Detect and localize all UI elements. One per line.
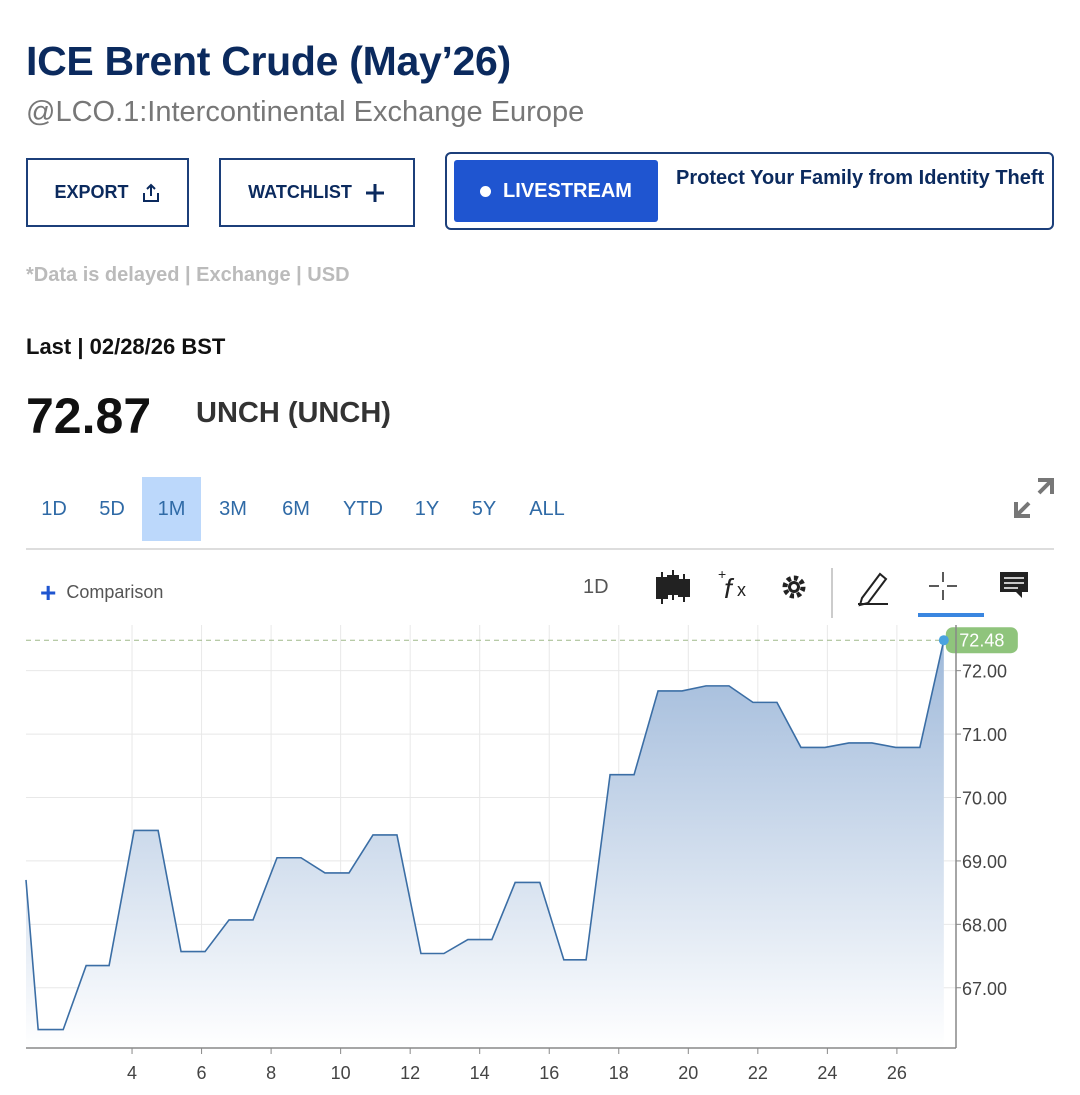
draw-icon[interactable] <box>858 572 888 607</box>
candles-icon[interactable] <box>656 570 690 604</box>
range-tab[interactable]: 5D <box>99 497 125 520</box>
x-tick-label: 4 <box>127 1063 137 1083</box>
crosshair-icon[interactable] <box>929 572 957 600</box>
ad-banner[interactable]: LIVESTREAM Protect Your Family from Iden… <box>445 152 1054 230</box>
price-line <box>25 640 945 1031</box>
x-tick-label: 16 <box>539 1063 559 1083</box>
comparison-button[interactable]: + Comparison <box>40 576 164 608</box>
export-button[interactable]: EXPORT <box>26 158 189 227</box>
subtitle: @LCO.1:Intercontinental Exchange Europe <box>26 96 585 128</box>
watchlist-button[interactable]: WATCHLIST <box>219 158 415 227</box>
y-tick-label: 72.00 <box>962 662 1007 682</box>
change: UNCH (UNCH) <box>196 397 391 429</box>
toolbar-icons: +f x <box>656 566 1028 618</box>
range-tab[interactable]: 1Y <box>414 497 440 520</box>
livestream-button[interactable]: LIVESTREAM <box>454 160 658 222</box>
range-tab[interactable]: 1M <box>142 477 201 541</box>
last-price-badge <box>945 627 1018 654</box>
ad-text: Protect Your Family from Identity Theft <box>676 167 1045 189</box>
comment-icon[interactable] <box>1000 572 1028 598</box>
last-price-label: 72.48 <box>959 631 1004 651</box>
range-tab[interactable]: 3M <box>219 497 247 520</box>
y-tick-label: 69.00 <box>962 852 1007 872</box>
last-point <box>938 635 949 646</box>
plus-icon <box>365 183 384 202</box>
last-label: Last | 02/28/26 BST <box>26 334 226 359</box>
range-tab[interactable]: ALL <box>529 497 565 520</box>
x-tick-label: 14 <box>470 1063 490 1083</box>
x-tick-label: 10 <box>331 1063 351 1083</box>
x-tick-label: 22 <box>748 1063 768 1083</box>
plus: + <box>40 576 57 608</box>
price: 72.87 <box>26 388 152 444</box>
divider <box>26 548 1054 550</box>
area <box>26 640 944 1048</box>
x-tick-label: 8 <box>266 1063 276 1083</box>
export-label: EXPORT <box>54 182 129 202</box>
expand-icon[interactable] <box>1012 476 1056 520</box>
x-tick-label: 20 <box>678 1063 698 1083</box>
range-tab[interactable]: 5Y <box>471 497 497 520</box>
fx-icon[interactable]: +f x <box>718 566 746 604</box>
x-tick-label: 24 <box>817 1063 837 1083</box>
active-tool-underline <box>918 613 984 617</box>
x-tick-label: 12 <box>400 1063 420 1083</box>
svg-text:+: + <box>718 566 726 582</box>
interval-button[interactable]: 1D <box>583 576 609 598</box>
range-tab[interactable]: YTD <box>343 497 383 520</box>
range-tab[interactable]: 1D <box>41 497 67 520</box>
x-tick-label: 6 <box>197 1063 207 1083</box>
y-tick-label: 70.00 <box>962 788 1007 808</box>
watchlist-label: WATCHLIST <box>248 182 352 202</box>
x-tick-label: 26 <box>887 1063 907 1083</box>
range-tab[interactable]: 6M <box>282 497 310 520</box>
y-tick-label: 68.00 <box>962 915 1007 935</box>
export-icon <box>142 183 159 202</box>
title: ICE Brent Crude (May’26) <box>26 38 511 84</box>
comparison-label: Comparison <box>66 582 164 602</box>
settings-icon[interactable] <box>782 575 806 599</box>
svg-text:f: f <box>724 573 735 604</box>
disclaimer: *Data is delayed | Exchange | USD <box>26 264 350 286</box>
svg-text:x: x <box>737 580 746 600</box>
y-tick-label: 67.00 <box>962 979 1007 999</box>
x-tick-label: 18 <box>609 1063 629 1083</box>
chart: 4 6 8 10 12 14 16 18 20 22 24 26 67.00 68.00 69.00 70.0… <box>25 625 1018 1083</box>
y-tick-label: 71.00 <box>962 725 1007 745</box>
livestream-label: LIVESTREAM <box>503 179 632 202</box>
